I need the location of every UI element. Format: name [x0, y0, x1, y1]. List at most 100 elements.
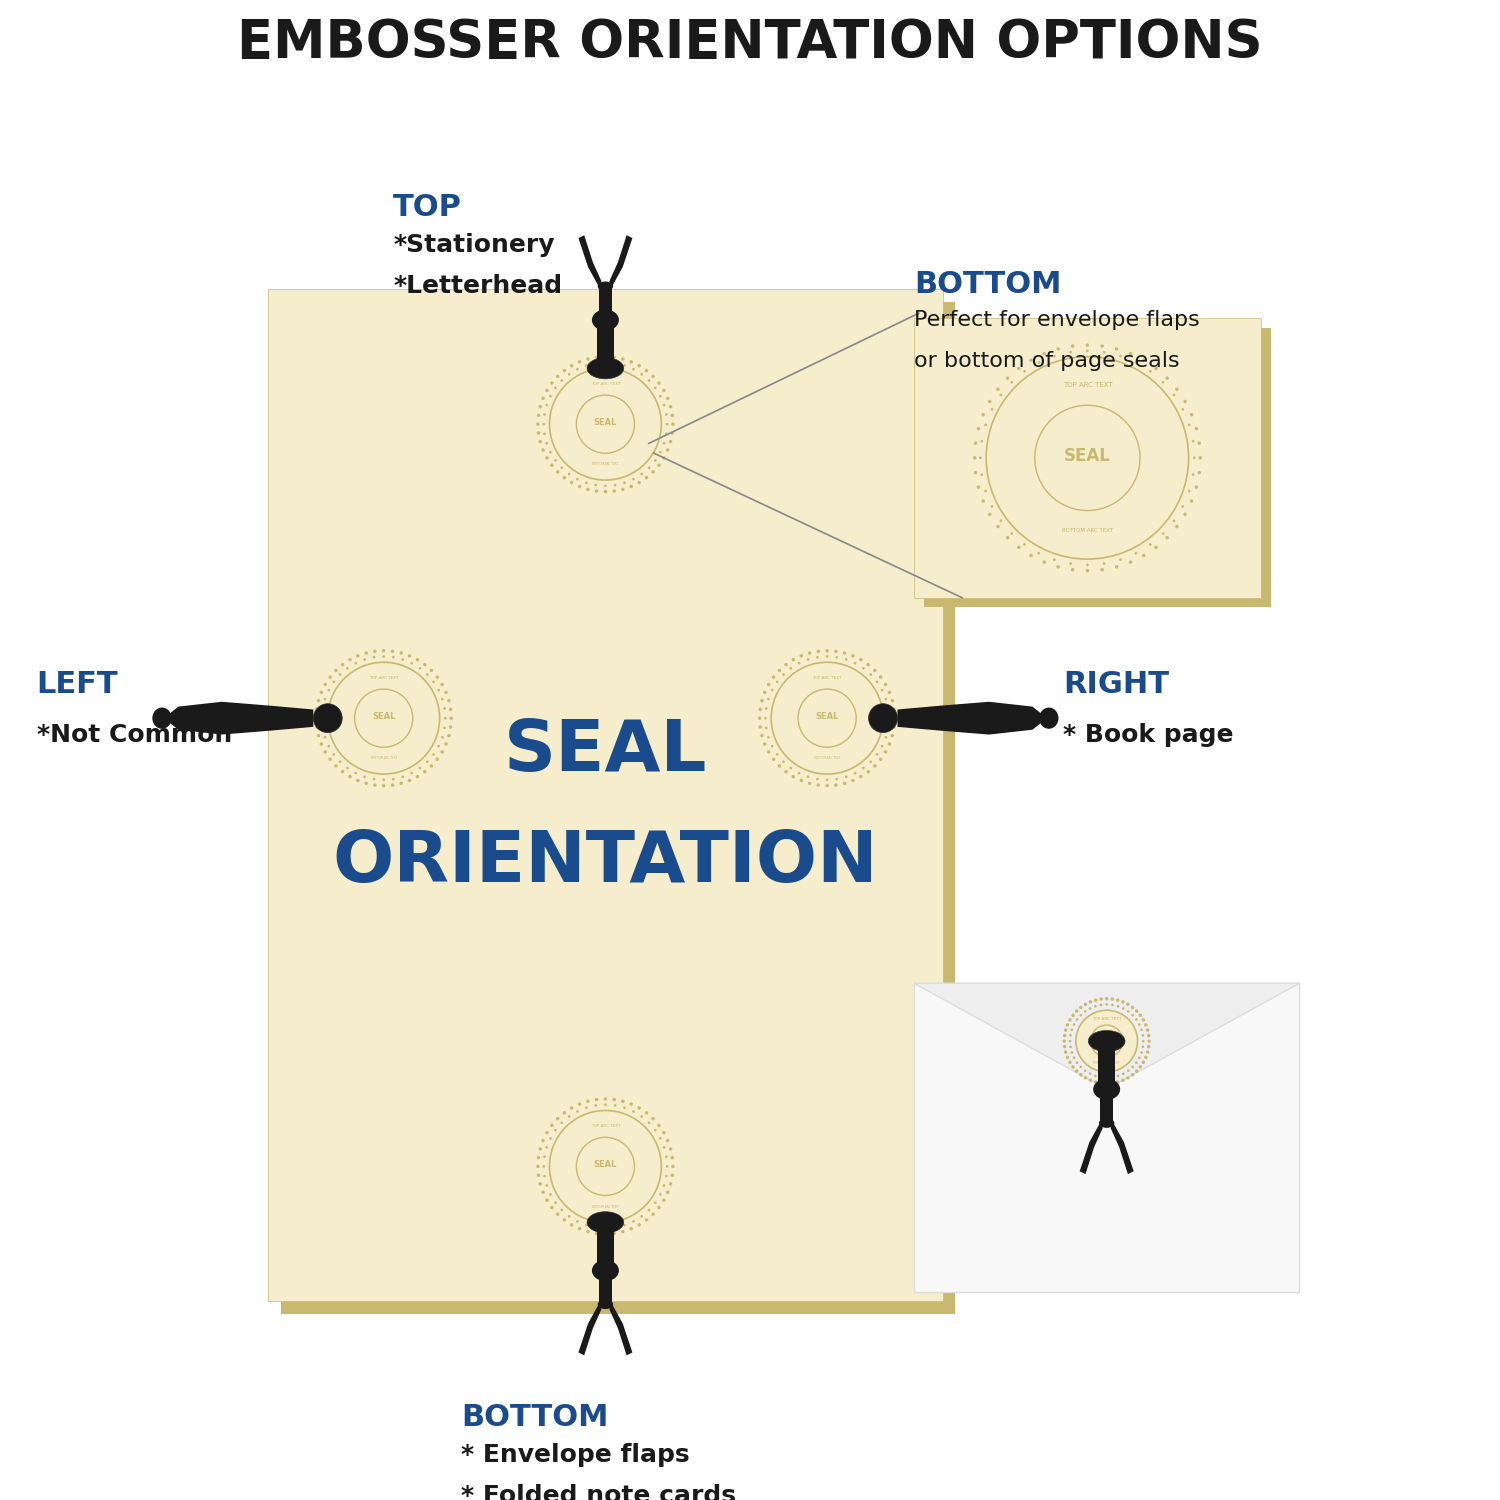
Circle shape — [1076, 1062, 1078, 1064]
Circle shape — [372, 656, 375, 658]
Circle shape — [444, 717, 447, 720]
Circle shape — [1190, 500, 1194, 502]
Polygon shape — [579, 236, 602, 286]
Circle shape — [632, 1220, 634, 1222]
Circle shape — [850, 654, 855, 657]
Circle shape — [1146, 1050, 1149, 1054]
Circle shape — [568, 472, 570, 476]
Circle shape — [664, 432, 668, 435]
Circle shape — [621, 488, 624, 490]
Circle shape — [441, 698, 444, 700]
Circle shape — [1138, 1065, 1142, 1068]
Circle shape — [974, 441, 978, 446]
Circle shape — [594, 483, 597, 486]
Circle shape — [632, 478, 634, 480]
Text: TOP ARC TEXT: TOP ARC TEXT — [813, 676, 842, 680]
Circle shape — [1064, 1050, 1068, 1054]
Circle shape — [645, 476, 648, 480]
Circle shape — [825, 650, 830, 652]
Circle shape — [586, 1100, 590, 1102]
Circle shape — [1136, 1010, 1138, 1013]
Circle shape — [645, 369, 648, 372]
Circle shape — [879, 758, 882, 760]
Circle shape — [315, 717, 318, 720]
Text: or bottom of page seals: or bottom of page seals — [914, 351, 1179, 370]
Circle shape — [1083, 1076, 1088, 1080]
Circle shape — [1084, 1070, 1086, 1072]
Circle shape — [348, 658, 351, 662]
Circle shape — [873, 669, 876, 672]
Circle shape — [1194, 486, 1198, 489]
Circle shape — [604, 1104, 608, 1106]
Circle shape — [1188, 423, 1191, 426]
Circle shape — [1166, 376, 1168, 380]
Circle shape — [363, 658, 366, 662]
Circle shape — [1066, 1023, 1070, 1026]
Text: EMBOSSER ORIENTATION OPTIONS: EMBOSSER ORIENTATION OPTIONS — [237, 18, 1263, 69]
Circle shape — [658, 1192, 662, 1196]
Circle shape — [549, 368, 662, 480]
Circle shape — [640, 1215, 644, 1218]
Circle shape — [538, 440, 542, 444]
Text: BOTTOM: BOTTOM — [460, 1402, 609, 1431]
Text: BOTTOM ARC TEXT: BOTTOM ARC TEXT — [1094, 1062, 1120, 1065]
Text: * Folded note cards: * Folded note cards — [460, 1484, 736, 1500]
Circle shape — [792, 776, 795, 778]
Circle shape — [596, 356, 598, 358]
Circle shape — [888, 742, 891, 746]
FancyBboxPatch shape — [924, 328, 1270, 608]
Circle shape — [1084, 1010, 1086, 1013]
Circle shape — [1106, 1082, 1108, 1084]
Circle shape — [638, 1106, 640, 1110]
Circle shape — [891, 734, 894, 738]
Circle shape — [816, 656, 819, 658]
Circle shape — [1017, 546, 1020, 549]
Circle shape — [594, 362, 597, 364]
Circle shape — [562, 1112, 566, 1114]
Circle shape — [657, 381, 660, 386]
Circle shape — [984, 423, 987, 426]
Circle shape — [1086, 350, 1089, 352]
Circle shape — [435, 758, 439, 760]
Circle shape — [441, 750, 444, 753]
Circle shape — [432, 681, 435, 684]
Circle shape — [1080, 1014, 1082, 1017]
Polygon shape — [609, 236, 633, 286]
Circle shape — [576, 1220, 579, 1222]
Circle shape — [320, 742, 322, 746]
Circle shape — [1068, 1060, 1071, 1064]
Circle shape — [758, 717, 762, 720]
Circle shape — [549, 394, 552, 398]
Circle shape — [372, 778, 375, 780]
Circle shape — [885, 736, 886, 738]
Circle shape — [356, 654, 360, 657]
Circle shape — [585, 1107, 588, 1108]
Circle shape — [363, 776, 366, 778]
Circle shape — [670, 1164, 675, 1168]
Ellipse shape — [1040, 708, 1059, 729]
Circle shape — [594, 1226, 597, 1228]
Circle shape — [888, 717, 890, 720]
Circle shape — [536, 423, 540, 426]
Circle shape — [612, 1098, 616, 1101]
Circle shape — [996, 525, 999, 528]
Circle shape — [1138, 1014, 1142, 1017]
Text: TOP ARC TEXT: TOP ARC TEXT — [1092, 1017, 1122, 1022]
Circle shape — [544, 456, 549, 459]
Circle shape — [807, 776, 810, 778]
Circle shape — [666, 1138, 669, 1143]
Circle shape — [542, 448, 544, 452]
Circle shape — [1122, 1072, 1125, 1076]
Polygon shape — [1080, 1124, 1102, 1174]
Circle shape — [1100, 1076, 1102, 1078]
Circle shape — [324, 736, 327, 738]
Circle shape — [334, 764, 338, 768]
Circle shape — [1134, 362, 1137, 364]
Circle shape — [1064, 1029, 1068, 1032]
Circle shape — [546, 404, 548, 406]
Circle shape — [561, 1122, 562, 1124]
Circle shape — [382, 650, 386, 652]
Circle shape — [843, 782, 846, 784]
Circle shape — [974, 471, 978, 474]
Circle shape — [1072, 1023, 1076, 1026]
